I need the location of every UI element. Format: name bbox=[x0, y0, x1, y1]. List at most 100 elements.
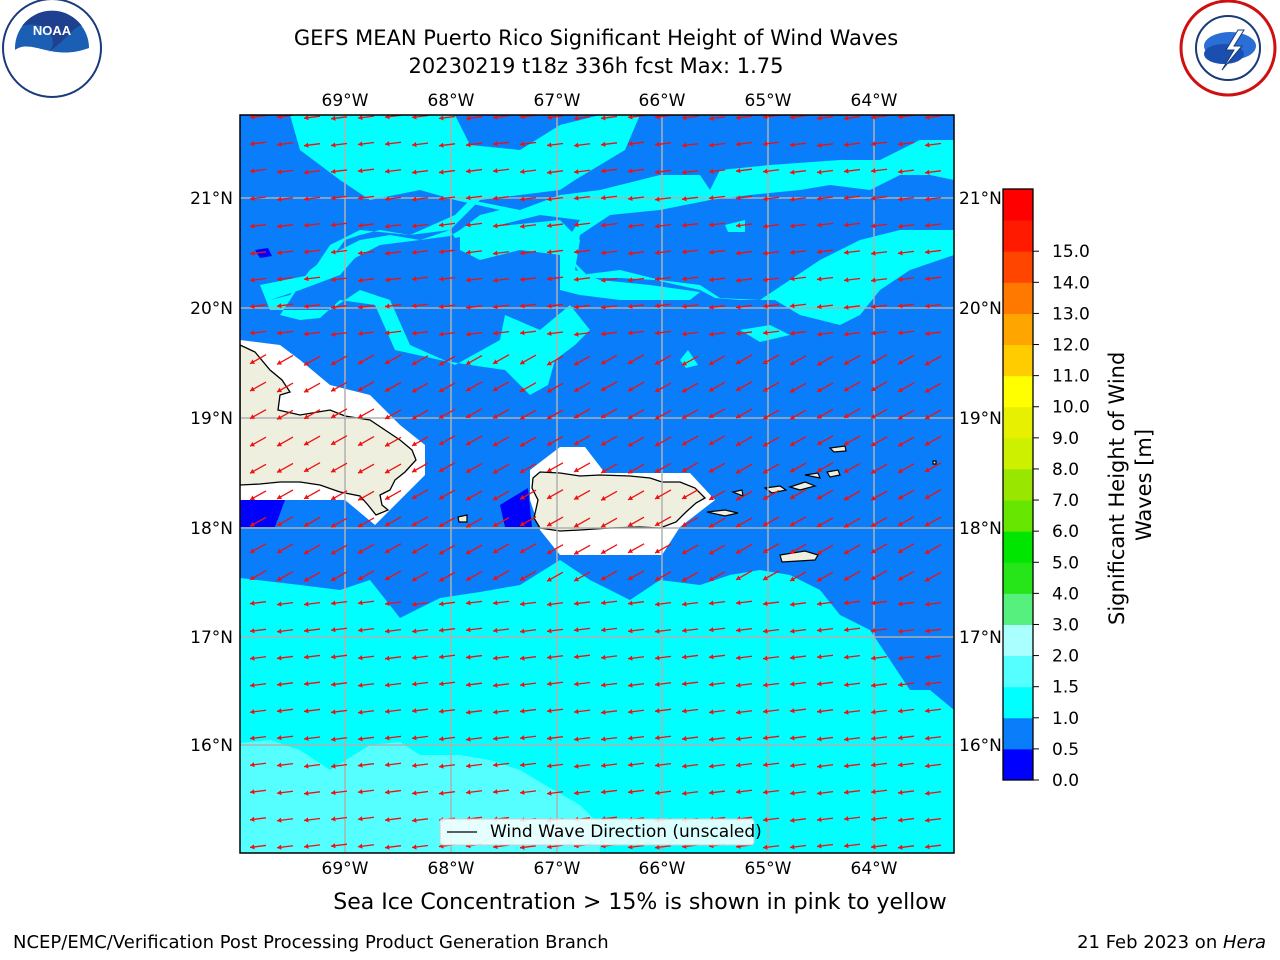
wave-direction-arrowhead bbox=[439, 115, 444, 121]
wave-direction-arrowhead bbox=[412, 762, 417, 769]
wave-direction-arrowhead bbox=[574, 681, 579, 687]
wave-direction-arrowhead bbox=[709, 627, 714, 633]
colorbar-band bbox=[1003, 717, 1033, 750]
wave-direction-arrowhead bbox=[655, 276, 660, 282]
wave-direction-arrowhead bbox=[574, 576, 579, 582]
wave-direction-arrowhead bbox=[601, 250, 606, 256]
wave-direction-arrowhead bbox=[817, 142, 822, 148]
wave-direction-arrowhead bbox=[574, 169, 579, 175]
wave-direction-arrowhead bbox=[277, 115, 282, 120]
colorbar-tick-label: 5.0 bbox=[1052, 553, 1079, 573]
wave-direction-arrowhead bbox=[250, 548, 255, 553]
wave-direction-arrowhead bbox=[844, 576, 849, 581]
wave-direction-arrowhead bbox=[250, 386, 255, 392]
wave-direction-arrowhead bbox=[736, 682, 741, 688]
wave-direction-arrowhead bbox=[628, 141, 633, 147]
wave-direction-arrowhead bbox=[493, 627, 498, 634]
wave-direction-arrowhead bbox=[547, 494, 552, 499]
wave-direction-arrowhead bbox=[304, 763, 309, 769]
wave-direction-arrowhead bbox=[412, 548, 417, 554]
wave-direction-arrowhead bbox=[412, 142, 417, 148]
wave-direction-arrowhead bbox=[601, 413, 606, 418]
wave-direction-arrowhead bbox=[871, 762, 876, 768]
wave-direction-arrowhead bbox=[925, 817, 930, 823]
wave-direction-arrowhead bbox=[520, 844, 525, 850]
lat-label: 17°N bbox=[190, 628, 233, 648]
wave-direction-arrowhead bbox=[682, 360, 687, 366]
wave-direction-arrowhead bbox=[439, 331, 444, 337]
wave-direction-arrowhead bbox=[493, 495, 498, 501]
footer-host: Hera bbox=[1222, 932, 1266, 953]
wave-direction-arrowhead bbox=[466, 222, 471, 228]
wave-direction-arrowhead bbox=[412, 467, 417, 473]
wave-direction-arrowhead bbox=[547, 549, 552, 554]
wave-direction-arrowhead bbox=[844, 413, 849, 418]
wave-direction-arrowhead bbox=[439, 360, 444, 366]
noaa-logo: NOAA bbox=[2, 0, 102, 98]
wave-direction-arrowhead bbox=[763, 196, 768, 202]
wave-direction-arrowhead bbox=[412, 360, 417, 365]
wave-direction-arrowhead bbox=[844, 440, 849, 446]
colorbar-tick-label: 14.0 bbox=[1052, 273, 1090, 293]
colorbar-band bbox=[1003, 282, 1033, 314]
wave-direction-arrowhead bbox=[358, 522, 363, 528]
wave-direction-arrowhead bbox=[358, 250, 363, 256]
wave-direction-arrowhead bbox=[844, 115, 849, 121]
wave-direction-arrowhead bbox=[358, 816, 363, 822]
wave-direction-arrowhead bbox=[655, 548, 660, 554]
wave-direction-arrowhead bbox=[682, 654, 687, 660]
wave-direction-arrowhead bbox=[466, 576, 471, 581]
wave-direction-arrowhead bbox=[601, 709, 606, 715]
wave-direction-arrowhead bbox=[925, 441, 930, 446]
wave-direction-arrowhead bbox=[547, 708, 552, 714]
colorbar-band bbox=[1003, 313, 1033, 346]
wave-direction-arrowhead bbox=[601, 522, 606, 528]
wave-direction-arrowhead bbox=[358, 600, 363, 606]
wave-direction-arrowhead bbox=[358, 141, 363, 147]
wave-direction-arrowhead bbox=[844, 843, 849, 849]
wave-direction-arrowhead bbox=[790, 330, 795, 336]
wave-direction-arrowhead bbox=[817, 576, 822, 582]
wave-direction-arrowhead bbox=[898, 303, 903, 309]
wave-direction-arrowhead bbox=[412, 223, 417, 229]
wave-direction-arrowhead bbox=[250, 575, 255, 580]
footer-date: 21 Feb 2023 on Hera bbox=[1077, 932, 1266, 953]
wave-direction-arrowhead bbox=[493, 600, 498, 606]
wave-direction-arrowhead bbox=[493, 277, 498, 283]
wave-direction-arrowhead bbox=[709, 440, 714, 445]
wave-direction-arrowhead bbox=[412, 601, 417, 607]
wave-direction-arrowhead bbox=[250, 521, 255, 527]
wave-direction-arrowhead bbox=[385, 277, 390, 283]
wave-direction-arrowhead bbox=[412, 735, 417, 741]
wave-direction-arrowhead bbox=[925, 735, 930, 741]
wave-direction-arrowhead bbox=[682, 735, 687, 742]
wave-direction-arrowhead bbox=[574, 387, 579, 392]
wave-direction-arrowhead bbox=[790, 387, 795, 393]
wave-direction-arrowhead bbox=[331, 522, 336, 528]
wave-direction-arrowhead bbox=[925, 790, 930, 796]
wave-direction-arrowhead bbox=[466, 142, 471, 148]
wave-direction-arrowhead bbox=[250, 468, 255, 474]
wave-direction-arrowhead bbox=[304, 414, 309, 419]
wave-direction-arrowhead bbox=[844, 789, 849, 795]
wave-direction-arrowhead bbox=[790, 817, 795, 823]
wave-direction-arrowhead bbox=[790, 276, 795, 282]
wave-direction-arrowhead bbox=[466, 360, 471, 365]
wave-direction-arrowhead bbox=[493, 386, 498, 391]
wave-direction-arrowhead bbox=[277, 414, 282, 420]
wave-direction-arrowhead bbox=[277, 628, 282, 634]
colorbar-tick-label: 1.5 bbox=[1052, 678, 1079, 698]
wave-direction-arrowhead bbox=[493, 468, 498, 474]
wave-direction-arrowhead bbox=[574, 467, 579, 473]
wave-direction-arrowhead bbox=[358, 441, 363, 446]
wave-direction-arrowhead bbox=[304, 735, 309, 742]
wave-direction-arrowhead bbox=[709, 654, 714, 660]
wave-direction-arrowhead bbox=[304, 222, 309, 228]
wave-direction-arrowhead bbox=[709, 549, 714, 555]
wave-direction-arrowhead bbox=[466, 331, 471, 337]
wave-direction-arrowhead bbox=[709, 736, 714, 742]
wave-direction-arrowhead bbox=[682, 627, 687, 634]
wave-direction-arrowhead bbox=[520, 601, 525, 607]
wave-direction-arrowhead bbox=[547, 790, 552, 796]
wave-direction-arrowhead bbox=[304, 387, 309, 393]
